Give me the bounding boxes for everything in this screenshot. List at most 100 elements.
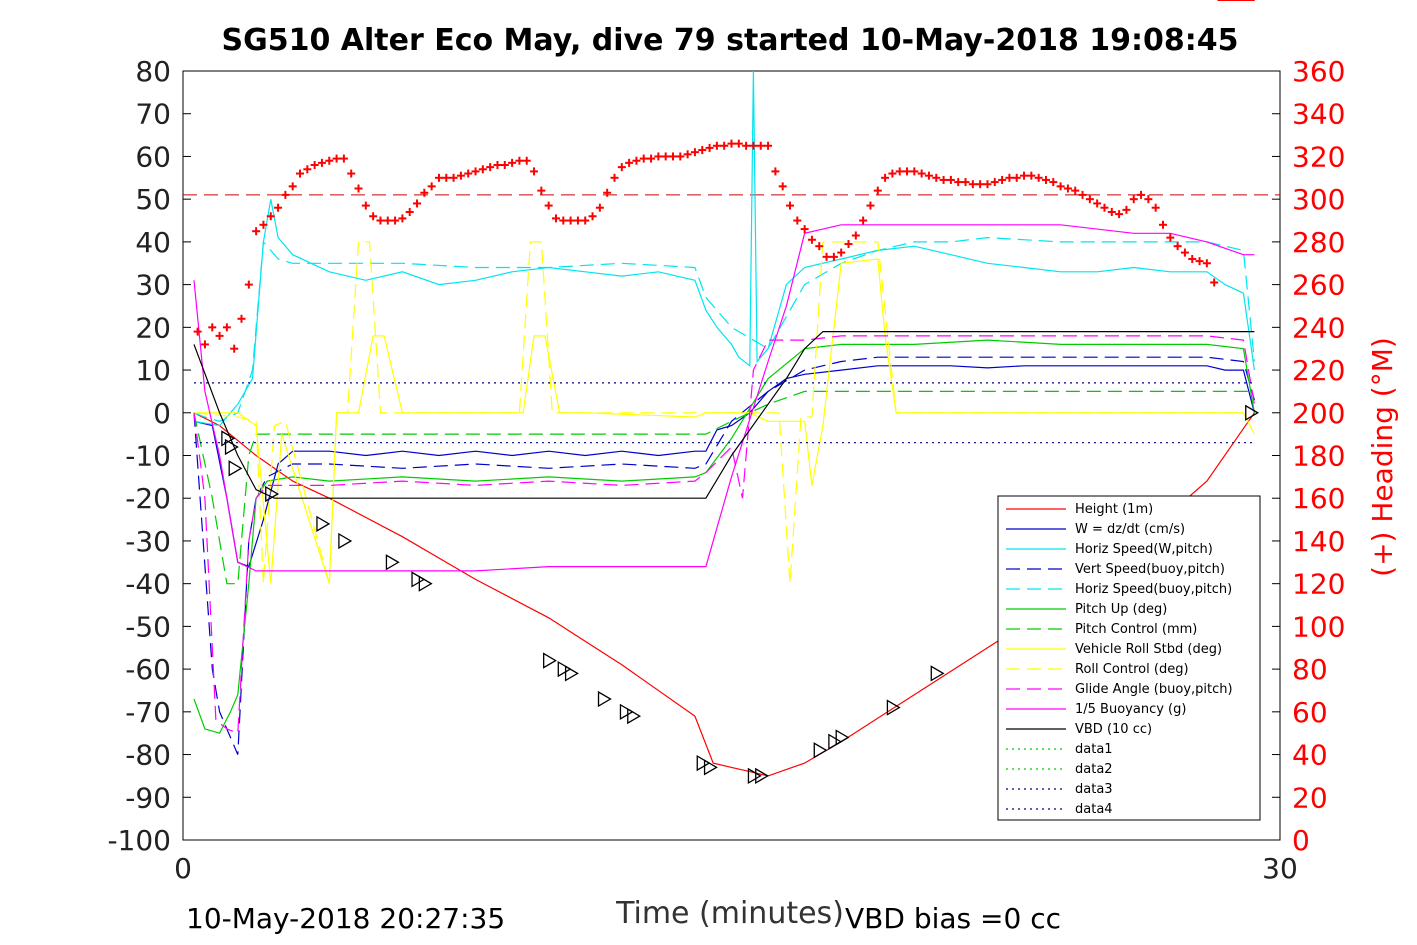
- series-line-vert-speed-buoy-pitch: [193, 356, 1255, 755]
- heading-point: [288, 182, 297, 191]
- heading-point: [1005, 173, 1014, 182]
- y-tick-label: -20: [125, 482, 171, 515]
- heading-point: [859, 216, 868, 225]
- dive-marker: [338, 532, 353, 550]
- heading-point: [237, 314, 246, 323]
- heading-point: [888, 169, 897, 178]
- series-layer: [183, 0, 1280, 785]
- heading-point: [1180, 248, 1189, 257]
- dive-marker: [930, 665, 945, 682]
- dive-marker: [627, 707, 642, 725]
- heading-point: [661, 152, 670, 161]
- heading-point: [1071, 186, 1080, 195]
- heading-point: [668, 152, 677, 161]
- heading-point: [222, 323, 231, 332]
- y-tick-label: 70: [135, 98, 171, 131]
- heading-point: [1093, 199, 1102, 208]
- y-tick-label: -30: [125, 525, 171, 558]
- legend-entry: data2: [1075, 762, 1113, 777]
- heading-point: [844, 240, 853, 249]
- y-right-tick-label: 100: [1292, 610, 1345, 643]
- heading-point: [1107, 207, 1116, 216]
- heading-point: [347, 169, 356, 178]
- heading-point: [383, 216, 392, 225]
- heading-point: [391, 216, 400, 225]
- y-right-tick-label: 0: [1292, 824, 1310, 857]
- y-tick-label: 10: [135, 354, 171, 387]
- heading-point: [456, 171, 465, 180]
- dive-marker: [597, 690, 612, 708]
- chart-legend: Height (1m) W = dz/dt (cm/s) Horiz Speed(W…: [997, 495, 1261, 821]
- y-tick-label: 80: [135, 55, 171, 88]
- heading-point: [405, 207, 414, 216]
- dive-marker: [828, 733, 843, 750]
- heading-point: [983, 180, 992, 189]
- legend-entry: Horiz Speed(buoy,pitch): [1075, 582, 1232, 597]
- series-line-w-dz-dt-cm-s: [193, 365, 1255, 568]
- y-tick-label: 30: [135, 269, 171, 302]
- dive-marker: [755, 767, 770, 785]
- heading-point: [1115, 210, 1124, 219]
- heading-point: [1020, 171, 1029, 180]
- series-line-pitch-control-mm: [193, 390, 1255, 585]
- heading-point: [573, 216, 582, 225]
- heading-point: [961, 178, 970, 187]
- heading-point: [1158, 220, 1167, 229]
- right-axis-label: (+) Heading (°M): [1366, 337, 1399, 577]
- legend-entry: data4: [1075, 802, 1113, 817]
- y-tick-label: -50: [125, 610, 171, 643]
- heading-point: [434, 173, 443, 182]
- heading-point: [946, 175, 955, 184]
- heading-point: [1210, 278, 1219, 287]
- legend-entry: data1: [1075, 742, 1113, 757]
- y-tick-label: -10: [125, 440, 171, 473]
- heading-point: [829, 252, 838, 261]
- heading-point: [486, 163, 495, 172]
- x-tick-label: 0: [174, 852, 192, 885]
- heading-point: [903, 167, 912, 176]
- heading-point: [756, 141, 765, 150]
- legend-entry: Vert Speed(buoy,pitch): [1075, 562, 1225, 577]
- y-tick-label: 50: [135, 183, 171, 216]
- heading-point: [873, 186, 882, 195]
- y-right-tick-label: 280: [1292, 226, 1345, 259]
- y-tick-label: 60: [135, 140, 171, 173]
- heading-point: [815, 242, 824, 251]
- dive-marker: [418, 575, 433, 592]
- legend-entry: data3: [1075, 782, 1113, 797]
- heading-point: [851, 231, 860, 240]
- legend-entry: W = dz/dt (cm/s): [1075, 522, 1185, 537]
- heading-point: [303, 165, 312, 174]
- dive-marker: [696, 754, 711, 772]
- series-line-glide-angle-buoy-pitch: [193, 335, 1255, 735]
- dive-marker: [747, 767, 762, 785]
- legend-entry: Pitch Control (mm): [1075, 622, 1197, 637]
- heading-point: [837, 248, 846, 257]
- heading-point: [398, 214, 407, 223]
- x-tick-label: 30: [1262, 852, 1298, 885]
- heading-point: [266, 212, 275, 221]
- heading-point: [442, 173, 451, 182]
- heading-point: [1137, 190, 1146, 199]
- dive-marker: [385, 554, 400, 571]
- dive-marker: [703, 759, 718, 776]
- dive-marker: [411, 571, 426, 588]
- heading-point: [690, 148, 699, 157]
- y-right-tick-label: 160: [1292, 482, 1345, 515]
- y-right-tick-label: 140: [1292, 525, 1345, 558]
- heading-point: [771, 167, 780, 176]
- heading-point: [595, 203, 604, 212]
- heading-point: [917, 169, 926, 178]
- heading-point: [800, 225, 809, 234]
- heading-point: [639, 154, 648, 163]
- heading-point: [588, 212, 597, 221]
- heading-point: [939, 175, 948, 184]
- dive-marker: [1245, 404, 1260, 421]
- legend-entry: Vehicle Roll Stbd (deg): [1075, 642, 1222, 657]
- y-tick-label: -40: [125, 568, 171, 601]
- heading-point: [1173, 242, 1182, 251]
- heading-point: [1129, 195, 1138, 204]
- y-right-tick-label: 300: [1292, 183, 1345, 216]
- legend-entry: Height (1m): [1075, 502, 1153, 517]
- series-line-horiz-speed-w-pitch: [193, 70, 1255, 427]
